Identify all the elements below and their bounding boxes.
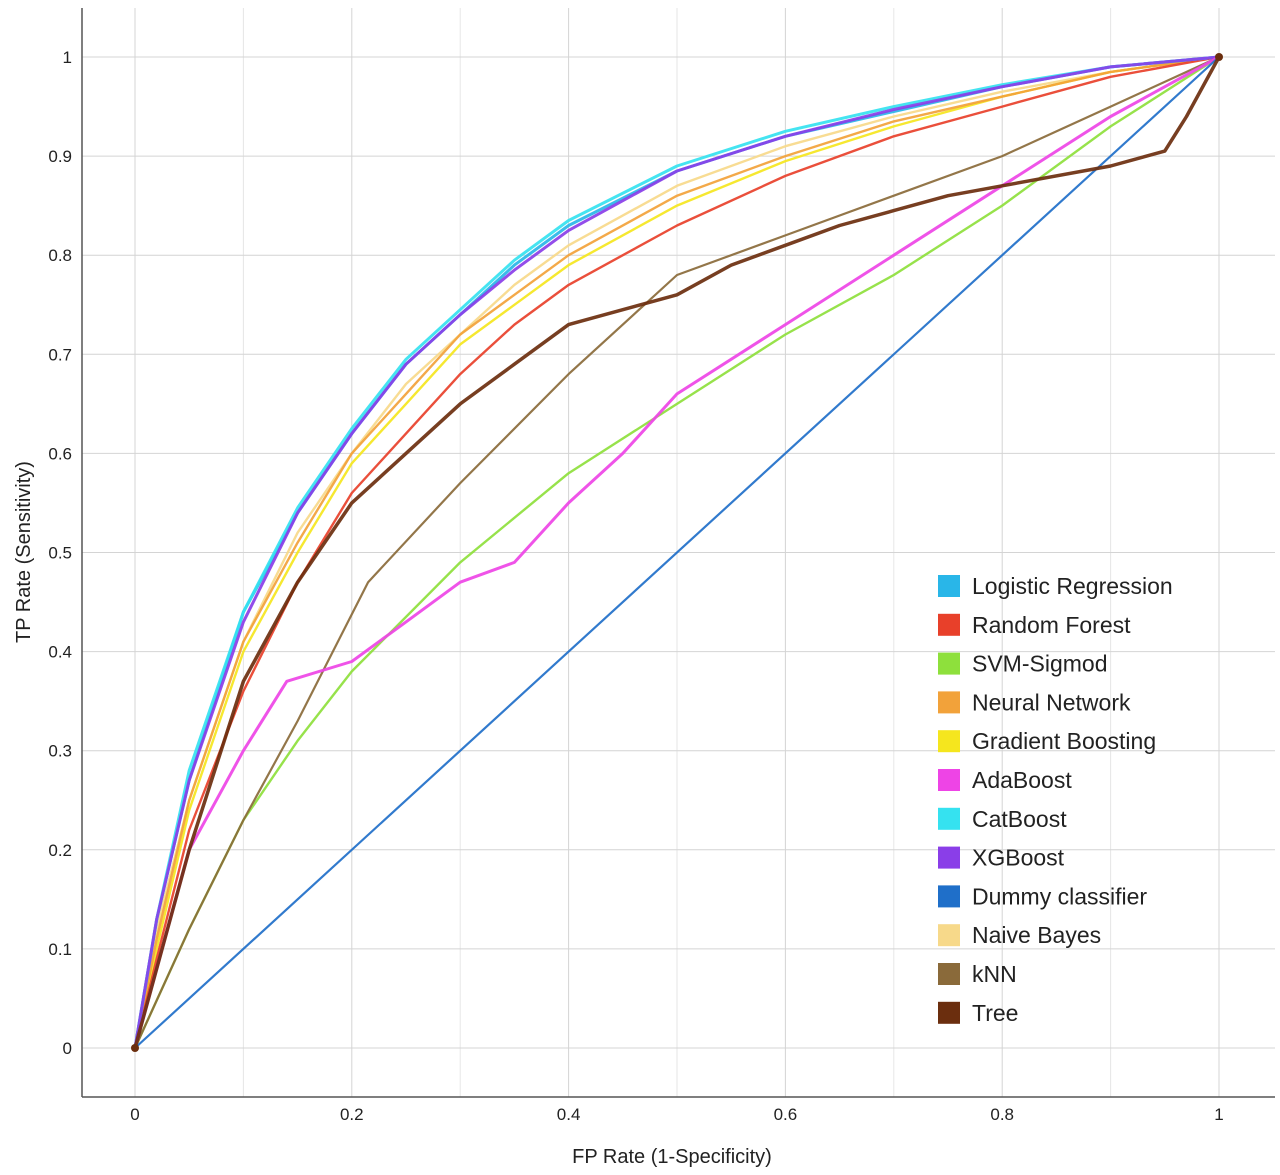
legend-swatch-knn xyxy=(938,963,960,985)
end-point xyxy=(1215,53,1223,61)
origin-point xyxy=(131,1044,139,1052)
legend-label-random-forest: Random Forest xyxy=(972,612,1131,638)
x-tick-label: 0.8 xyxy=(990,1105,1014,1124)
series-line-neural-network xyxy=(133,55,1221,1050)
legend: Logistic Regression Random Forest SVM-Sigm… xyxy=(938,573,1173,1026)
y-axis-label: TP Rate (Sensitivity) xyxy=(13,461,35,643)
legend-swatch-random-forest xyxy=(938,613,960,636)
y-tick-label: 0.4 xyxy=(48,643,72,662)
legend-swatch-gradient-boosting xyxy=(938,730,960,753)
y-tick-label: 0 xyxy=(63,1039,72,1058)
legend-swatch-xgboost xyxy=(938,846,960,869)
x-tick-label: 0.6 xyxy=(774,1105,798,1124)
legend-label-logistic-regression: Logistic Regression xyxy=(972,573,1173,599)
legend-label-dummy-classifier: Dummy classifier xyxy=(972,883,1147,909)
y-tick-label: 0.2 xyxy=(48,841,72,860)
series-line-knn xyxy=(133,55,1221,1050)
y-tick-label: 0.8 xyxy=(48,246,72,265)
legend-swatch-adaboost xyxy=(938,769,960,791)
legend-swatch-neural-network xyxy=(938,691,960,714)
series-line-catboost xyxy=(133,55,1221,1050)
x-tick-label: 0.2 xyxy=(340,1105,364,1124)
series-line-dummy-classifier xyxy=(133,55,1221,1050)
legend-label-adaboost: AdaBoost xyxy=(972,767,1072,793)
y-tick-label: 0.6 xyxy=(48,444,72,463)
legend-swatch-dummy-classifier xyxy=(938,885,960,908)
series-line-gradient-boosting xyxy=(133,55,1221,1050)
legend-swatch-tree xyxy=(938,1001,960,1024)
legend-label-svm-sigmod: SVM-Sigmod xyxy=(972,651,1107,677)
legend-label-tree: Tree xyxy=(972,1000,1018,1026)
series-lines xyxy=(131,53,1223,1052)
y-tick-label: 0.3 xyxy=(48,742,72,761)
axes: 0 0.2 0.4 0.6 0.8 1 0 0.1 0.2 0.3 0.4 0.5 0.6 0.7 0.8 0… xyxy=(48,8,1275,1124)
legend-swatch-naive-bayes xyxy=(938,924,960,947)
series-line-xgboost xyxy=(133,55,1221,1050)
x-axis-label: FP Rate (1-Specificity) xyxy=(572,1146,772,1168)
y-tick-label: 1 xyxy=(63,48,72,67)
legend-label-knn: kNN xyxy=(972,961,1017,987)
legend-swatch-svm-sigmod xyxy=(938,652,960,675)
legend-swatch-logistic-regression xyxy=(938,575,960,597)
y-tick-label: 0.7 xyxy=(48,345,72,364)
series-line-tree xyxy=(133,55,1221,1050)
x-tick-label: 1 xyxy=(1214,1105,1223,1124)
x-tick-label: 0 xyxy=(130,1105,139,1124)
grid xyxy=(82,8,1275,1097)
y-tick-label: 0.1 xyxy=(48,940,72,959)
series-line-adaboost xyxy=(133,55,1221,1050)
y-tick-label: 0.9 xyxy=(48,147,72,166)
legend-label-neural-network: Neural Network xyxy=(972,689,1131,715)
legend-label-gradient-boosting: Gradient Boosting xyxy=(972,728,1156,754)
legend-label-xgboost: XGBoost xyxy=(972,845,1065,871)
y-tick-label: 0.5 xyxy=(48,544,72,563)
legend-label-naive-bayes: Naive Bayes xyxy=(972,922,1101,948)
legend-label-catboost: CatBoost xyxy=(972,806,1067,832)
legend-swatch-catboost xyxy=(938,807,960,830)
x-tick-label: 0.4 xyxy=(557,1105,581,1124)
